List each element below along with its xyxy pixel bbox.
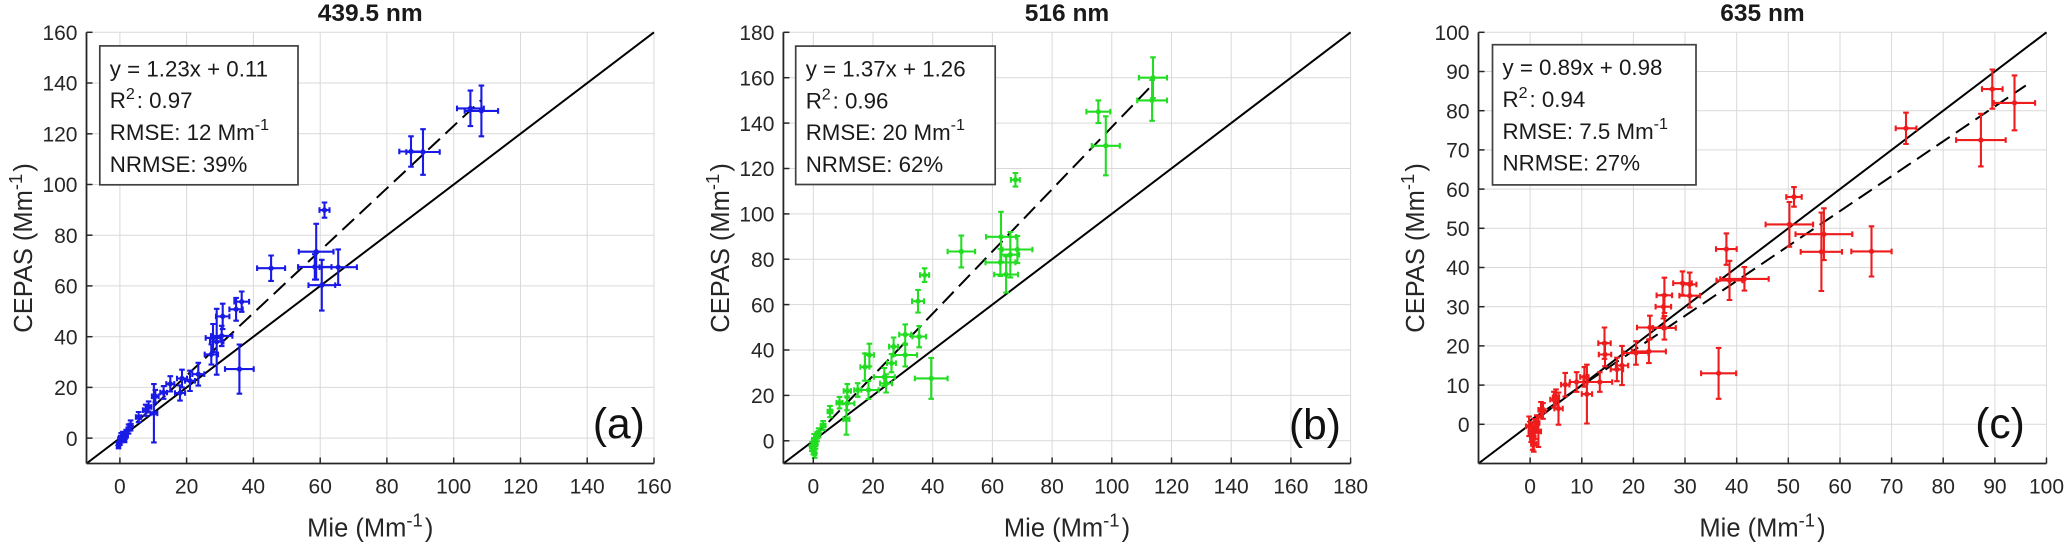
svg-text:30: 30 <box>1446 296 1469 319</box>
svg-text:439.5 nm: 439.5 nm <box>318 0 423 27</box>
svg-text:10: 10 <box>1446 375 1469 398</box>
svg-text:30: 30 <box>1673 476 1696 499</box>
svg-text:y = 1.37x + 1.26: y = 1.37x + 1.26 <box>806 57 966 82</box>
svg-text:70: 70 <box>1446 140 1469 163</box>
svg-text:RMSE: 12 Mm-1: RMSE: 12 Mm-1 <box>110 116 271 145</box>
svg-text:NRMSE: 39%: NRMSE: 39% <box>110 152 248 177</box>
svg-text:(a): (a) <box>593 401 645 448</box>
svg-text:R2 : 0.96: R2 : 0.96 <box>806 85 889 113</box>
svg-text:20: 20 <box>54 377 77 400</box>
svg-text:40: 40 <box>54 326 77 349</box>
svg-text:160: 160 <box>636 476 671 499</box>
svg-text:60: 60 <box>751 294 774 317</box>
svg-text:80: 80 <box>1932 476 1955 499</box>
svg-text:100: 100 <box>2029 476 2064 499</box>
svg-text:20: 20 <box>861 476 884 499</box>
svg-text:120: 120 <box>42 124 77 147</box>
svg-text:CEPAS (Mm-1 ): CEPAS (Mm-1 ) <box>5 163 38 333</box>
svg-text:160: 160 <box>1273 476 1308 499</box>
svg-text:RMSE: 7.5 Mm-1: RMSE: 7.5 Mm-1 <box>1503 115 1670 144</box>
svg-text:40: 40 <box>242 476 265 499</box>
svg-text:100: 100 <box>42 174 77 197</box>
svg-text:140: 140 <box>570 476 605 499</box>
svg-text:80: 80 <box>375 476 398 499</box>
svg-text:20: 20 <box>1446 336 1469 359</box>
svg-text:40: 40 <box>921 476 944 499</box>
svg-text:60: 60 <box>54 276 77 299</box>
svg-text:(b): (b) <box>1289 402 1341 449</box>
svg-text:20: 20 <box>175 476 198 499</box>
svg-text:NRMSE: 62%: NRMSE: 62% <box>806 152 944 177</box>
svg-text:10: 10 <box>1570 476 1593 499</box>
svg-text:40: 40 <box>1446 257 1469 280</box>
svg-text:0: 0 <box>807 476 819 499</box>
svg-text:160: 160 <box>739 67 774 90</box>
svg-text:516 nm: 516 nm <box>1025 0 1109 27</box>
svg-text:140: 140 <box>1214 476 1249 499</box>
svg-text:100: 100 <box>739 204 774 227</box>
svg-text:180: 180 <box>1333 476 1368 499</box>
svg-text:50: 50 <box>1777 476 1800 499</box>
svg-text:0: 0 <box>1524 476 1536 499</box>
svg-text:60: 60 <box>981 476 1004 499</box>
svg-text:70: 70 <box>1880 476 1903 499</box>
svg-text:120: 120 <box>739 158 774 181</box>
svg-text:100: 100 <box>436 476 471 499</box>
svg-text:60: 60 <box>1446 179 1469 202</box>
svg-text:y = 1.23x + 0.11: y = 1.23x + 0.11 <box>110 56 268 81</box>
svg-text:0: 0 <box>763 431 775 454</box>
svg-text:RMSE: 20 Mm-1: RMSE: 20 Mm-1 <box>806 116 967 145</box>
svg-text:90: 90 <box>1446 61 1469 84</box>
svg-text:60: 60 <box>1828 476 1851 499</box>
svg-text:120: 120 <box>503 476 538 499</box>
svg-text:120: 120 <box>1154 476 1189 499</box>
svg-text:y = 0.89x + 0.98: y = 0.89x + 0.98 <box>1503 55 1663 80</box>
svg-text:NRMSE: 27%: NRMSE: 27% <box>1503 151 1641 176</box>
svg-text:R2 : 0.97: R2 : 0.97 <box>110 85 193 113</box>
svg-text:80: 80 <box>1446 100 1469 123</box>
svg-text:20: 20 <box>1622 476 1645 499</box>
svg-text:40: 40 <box>1725 476 1748 499</box>
svg-text:80: 80 <box>1040 476 1063 499</box>
svg-text:40: 40 <box>751 340 774 363</box>
svg-text:140: 140 <box>739 113 774 136</box>
svg-text:180: 180 <box>739 22 774 45</box>
svg-text:CEPAS (Mm-1 ): CEPAS (Mm-1 ) <box>1397 163 1430 333</box>
svg-text:100: 100 <box>1094 476 1129 499</box>
svg-text:(c): (c) <box>1975 401 2025 448</box>
svg-text:20: 20 <box>751 385 774 408</box>
svg-text:CEPAS (Mm-1 ): CEPAS (Mm-1 ) <box>702 163 735 333</box>
svg-text:50: 50 <box>1446 218 1469 241</box>
svg-text:0: 0 <box>66 428 78 451</box>
svg-text:80: 80 <box>54 225 77 248</box>
svg-text:160: 160 <box>42 22 77 45</box>
svg-text:140: 140 <box>42 73 77 96</box>
svg-text:635 nm: 635 nm <box>1720 0 1804 27</box>
svg-text:R2 : 0.94: R2 : 0.94 <box>1503 84 1586 112</box>
svg-text:60: 60 <box>309 476 332 499</box>
svg-text:0: 0 <box>114 476 126 499</box>
svg-text:100: 100 <box>1434 22 1469 45</box>
svg-text:0: 0 <box>1458 414 1470 437</box>
svg-text:Mie (Mm-1 ): Mie (Mm-1 ) <box>1699 510 1825 543</box>
svg-text:80: 80 <box>751 249 774 272</box>
svg-text:90: 90 <box>1983 476 2006 499</box>
